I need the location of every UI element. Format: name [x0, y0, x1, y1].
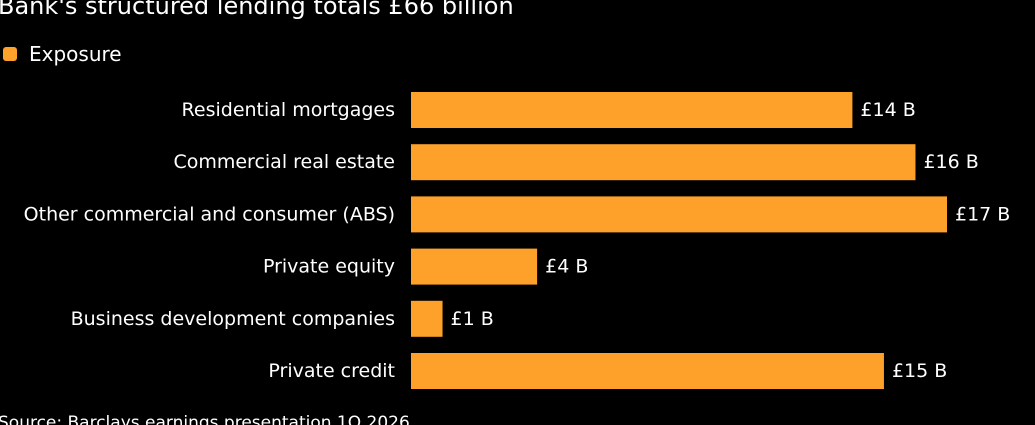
category-label: Business development companies — [71, 308, 395, 330]
bar — [411, 248, 538, 285]
value-label: £14 B — [860, 99, 915, 121]
bar — [411, 92, 853, 128]
legend-swatch — [3, 47, 17, 61]
category-label: Commercial real estate — [173, 151, 395, 173]
bar — [411, 353, 884, 389]
legend: Exposure — [3, 42, 122, 66]
value-label: £4 B — [545, 256, 588, 278]
value-label: £1 B — [451, 308, 494, 330]
value-label: £15 B — [892, 360, 947, 382]
category-label: Other commercial and consumer (ABS) — [24, 203, 395, 225]
source-note: Source: Barclays earnings presentation 1… — [0, 413, 410, 425]
category-label: Private equity — [263, 256, 395, 278]
category-label: Private credit — [268, 360, 395, 382]
category-label: Residential mortgages — [182, 99, 395, 121]
chart-title: Bank's structured lending totals £66 bil… — [0, 0, 514, 20]
value-label: £17 B — [955, 203, 1010, 225]
bar — [411, 144, 916, 181]
bar — [411, 196, 947, 233]
bar — [411, 300, 443, 337]
legend-label: Exposure — [29, 42, 122, 66]
value-label: £16 B — [923, 151, 978, 173]
